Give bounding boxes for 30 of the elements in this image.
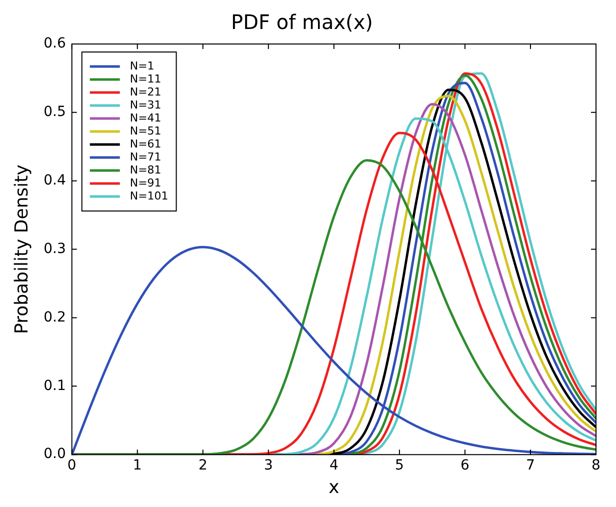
x-tick-label: 7 xyxy=(526,458,535,474)
x-tick-label: 8 xyxy=(592,458,600,474)
x-tick-label: 1 xyxy=(132,458,142,474)
y-tick-label: 0.3 xyxy=(44,240,66,257)
y-tick-label: 0.0 xyxy=(44,446,66,462)
legend-label: N=61 xyxy=(130,137,162,150)
x-tick-label: 6 xyxy=(460,458,470,474)
x-axis-title: x xyxy=(328,476,340,498)
y-tick-label: 0.4 xyxy=(44,172,66,189)
legend-label: N=1 xyxy=(130,59,154,72)
x-tick-label: 0 xyxy=(67,458,76,474)
legend-label: N=41 xyxy=(130,111,162,124)
x-tick-label: 2 xyxy=(198,458,208,474)
chart-title: PDF of max(x) xyxy=(231,10,373,34)
y-axis-title: Probability Density xyxy=(11,164,32,334)
y-tick-label: 0.5 xyxy=(44,104,66,120)
x-tick-label: 4 xyxy=(329,458,338,474)
legend-label: N=21 xyxy=(130,85,162,98)
legend-label: N=91 xyxy=(130,176,162,190)
legend-label: N=71 xyxy=(130,150,162,164)
y-tick-label: 0.1 xyxy=(44,378,66,394)
y-tick-label: 0.2 xyxy=(44,309,66,326)
legend-label: N=11 xyxy=(130,72,162,86)
legend-label: N=81 xyxy=(130,163,162,176)
x-tick-label: 3 xyxy=(264,458,273,474)
legend-label: N=51 xyxy=(130,124,162,138)
x-tick-label: 5 xyxy=(394,458,404,474)
legend-label: N=31 xyxy=(130,98,162,112)
y-tick-label: 0.6 xyxy=(44,36,66,52)
legend-label: N=101 xyxy=(130,189,168,202)
